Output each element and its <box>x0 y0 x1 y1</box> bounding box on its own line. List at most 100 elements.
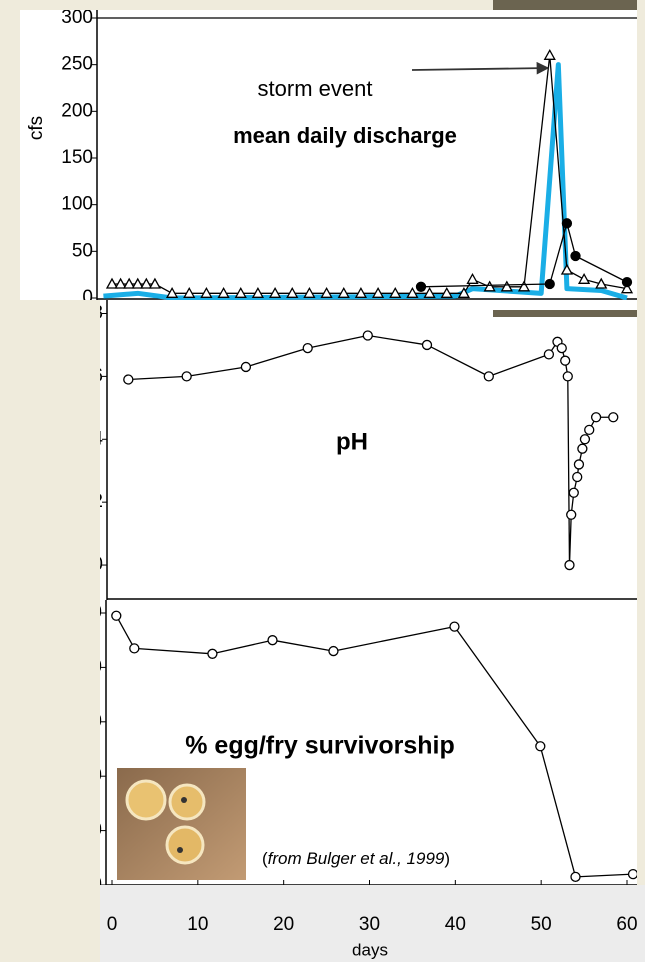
circle-marker <box>564 559 575 571</box>
circle-marker <box>560 355 571 366</box>
triangle-marker <box>337 286 350 298</box>
triangle-marker <box>577 272 591 284</box>
annotation: storm event <box>258 76 373 101</box>
triangle-marker <box>183 286 196 298</box>
circle-marker <box>328 645 339 657</box>
egg-photo <box>117 768 246 880</box>
x-tick-label: 40 <box>445 914 466 935</box>
arrow <box>411 61 550 75</box>
triangle-marker <box>543 48 556 60</box>
source-note-part: from Bulger et al., 1999 <box>268 849 445 868</box>
circle-marker <box>572 471 583 483</box>
y-tick-label: 0 <box>82 287 93 308</box>
circle-marker <box>302 342 313 354</box>
y-tick-label: 150 <box>61 147 93 168</box>
triangle-marker <box>440 286 453 298</box>
circle-marker <box>267 635 278 646</box>
triangle-marker <box>595 277 608 289</box>
dot-marker <box>570 250 581 262</box>
x-tick-label: 10 <box>187 914 208 935</box>
axis-background <box>100 885 645 962</box>
y-tick-label: 5.0 <box>77 554 103 575</box>
circle-marker <box>123 374 134 385</box>
triangle-marker <box>268 286 282 298</box>
y-tick-label: 5.6 <box>77 365 103 386</box>
triangle-marker <box>148 277 162 289</box>
circle-marker <box>573 459 585 470</box>
dot-marker <box>561 218 573 229</box>
triangle-marker <box>114 277 127 289</box>
triangle-marker <box>620 282 634 294</box>
y-tick-label: 200 <box>61 100 93 121</box>
x-tick-label: 30 <box>359 914 380 935</box>
x-tick-label: 0 <box>107 914 118 935</box>
plot: 0 20 40 60 80 100 <box>70 600 637 895</box>
triangle-marker <box>354 286 368 298</box>
triangle-marker <box>140 277 153 289</box>
y-tick-label: 100 <box>61 194 93 215</box>
circle-marker <box>449 621 460 632</box>
circle-marker <box>579 434 591 445</box>
dot-marker <box>621 276 633 288</box>
triangle-marker <box>165 286 179 298</box>
x-tick-label: 50 <box>531 914 552 935</box>
triangle-marker <box>423 286 436 298</box>
triangle-marker <box>217 286 230 298</box>
triangle-marker <box>406 286 419 298</box>
triangle-marker <box>457 286 471 298</box>
triangle-marker <box>320 286 333 298</box>
plot: 5.0 5.2 5.4 5.6 5.8 <box>77 300 637 600</box>
triangle-marker <box>517 280 531 292</box>
circle-marker <box>562 371 573 382</box>
y-tick-label: 100 <box>70 602 102 623</box>
circle-marker <box>543 349 555 360</box>
discharge-panel: 0 50 100 150 200 250 300 storm event mean daily … <box>20 10 637 308</box>
y-tick-label: 250 <box>61 54 93 75</box>
circle-marker <box>240 361 252 373</box>
circle-marker <box>111 610 122 621</box>
y-tick-label: 5.8 <box>77 303 103 324</box>
y-tick-label: 50 <box>72 240 93 261</box>
source-note-part: ( <box>262 849 268 868</box>
circle-marker <box>590 412 602 423</box>
dot-marker <box>415 281 427 292</box>
triangle-marker <box>389 286 402 298</box>
panel-background <box>20 10 637 300</box>
dot-marker <box>544 278 555 290</box>
circle-marker <box>566 509 577 520</box>
y-tick-label: 20 <box>81 820 102 841</box>
plot: 0 50 100 150 200 250 300 <box>61 10 637 308</box>
y-tick-label: 60 <box>81 711 102 732</box>
circle-marker <box>421 339 433 351</box>
circle-marker <box>608 412 619 423</box>
decor-bar <box>493 0 637 10</box>
decor-bar <box>493 310 637 317</box>
y-tick-label: 0 <box>91 874 102 895</box>
triangle-marker <box>371 286 385 298</box>
triangle-marker <box>286 286 299 298</box>
triangle-marker <box>466 272 479 284</box>
source-note: (from Bulger et al., 1999) <box>262 849 450 868</box>
circle-marker <box>577 443 588 454</box>
circle-marker <box>627 868 637 880</box>
x-tick-label: 60 <box>616 914 637 935</box>
circle-marker <box>207 648 218 659</box>
ph-panel: 5.0 5.2 5.4 5.6 5.8 pH <box>77 300 637 600</box>
circle-marker <box>362 330 373 341</box>
circle-marker <box>568 487 579 498</box>
circle-marker <box>584 424 595 435</box>
triangle-marker <box>123 277 136 289</box>
triangle-marker <box>234 286 247 298</box>
y-tick-label: 80 <box>81 656 102 677</box>
x-axis-label: days <box>352 940 388 959</box>
triangle-marker <box>251 286 265 298</box>
annotation: pH <box>336 428 368 455</box>
circle-marker <box>483 371 494 382</box>
circle-marker <box>535 741 546 752</box>
triangle-marker <box>131 277 144 289</box>
x-tick-label: 20 <box>273 914 294 935</box>
triangle-marker <box>483 280 496 292</box>
triangle-marker <box>105 277 119 289</box>
